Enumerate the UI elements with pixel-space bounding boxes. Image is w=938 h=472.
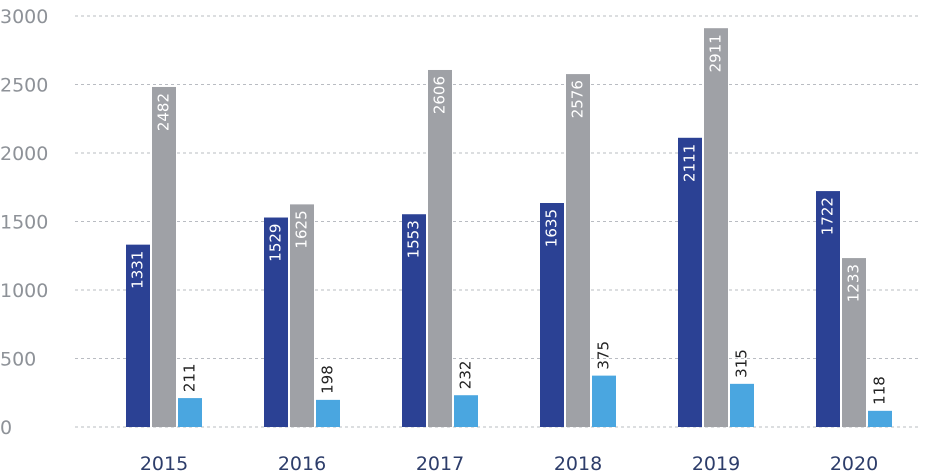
value-label: 1625 bbox=[293, 210, 311, 248]
bar-s1-2016 bbox=[264, 217, 288, 427]
value-label: 118 bbox=[871, 376, 889, 405]
value-label: 198 bbox=[319, 365, 337, 394]
bar-s2-2016 bbox=[290, 204, 314, 427]
x-category-label: 2018 bbox=[554, 453, 602, 472]
x-category-label: 2020 bbox=[830, 453, 878, 472]
bar-s3-2018 bbox=[592, 375, 616, 427]
value-label: 2111 bbox=[681, 144, 699, 182]
y-tick-label: 1500 bbox=[0, 212, 48, 234]
bar-s2-2015 bbox=[152, 86, 176, 427]
x-category-label: 2016 bbox=[278, 453, 326, 472]
y-tick-label: 2000 bbox=[0, 143, 48, 165]
value-label: 1331 bbox=[129, 251, 147, 289]
value-label: 315 bbox=[733, 349, 751, 378]
bar-s2-2020 bbox=[842, 258, 866, 427]
x-category-label: 2015 bbox=[140, 453, 188, 472]
bar-s1-2018 bbox=[540, 203, 564, 427]
value-label: 2576 bbox=[569, 80, 587, 118]
x-category-label: 2017 bbox=[416, 453, 464, 472]
value-label: 2606 bbox=[431, 76, 449, 114]
value-label: 232 bbox=[457, 361, 475, 390]
bar-s1-2020 bbox=[816, 191, 840, 427]
y-tick-label: 1000 bbox=[0, 280, 48, 302]
value-label: 1529 bbox=[267, 224, 285, 262]
bar-s3-2015 bbox=[178, 398, 202, 427]
bar-s1-2019 bbox=[678, 137, 702, 427]
y-tick-label: 2500 bbox=[0, 75, 48, 97]
bar-s2-2019 bbox=[704, 28, 728, 428]
value-label: 375 bbox=[595, 341, 613, 370]
y-tick-label: 3000 bbox=[0, 6, 48, 28]
y-tick-label: 500 bbox=[0, 349, 36, 371]
value-label: 1553 bbox=[405, 220, 423, 258]
bar-s3-2019 bbox=[730, 383, 754, 427]
value-label: 211 bbox=[181, 363, 199, 392]
bar-s3-2017 bbox=[454, 395, 478, 427]
bar-s3-2016 bbox=[316, 399, 340, 427]
bar-s1-2017 bbox=[402, 214, 426, 427]
value-label: 1635 bbox=[543, 209, 561, 247]
bar-s2-2018 bbox=[566, 74, 590, 427]
bar-s3-2020 bbox=[868, 410, 892, 427]
bar-s2-2017 bbox=[428, 69, 452, 427]
value-label: 2482 bbox=[155, 93, 173, 131]
value-label: 1233 bbox=[845, 264, 863, 302]
bar-s1-2015 bbox=[126, 244, 150, 427]
value-label: 1722 bbox=[819, 197, 837, 235]
value-label: 2911 bbox=[707, 34, 725, 72]
y-tick-label: 0 bbox=[0, 417, 12, 439]
x-category-label: 2019 bbox=[692, 453, 740, 472]
